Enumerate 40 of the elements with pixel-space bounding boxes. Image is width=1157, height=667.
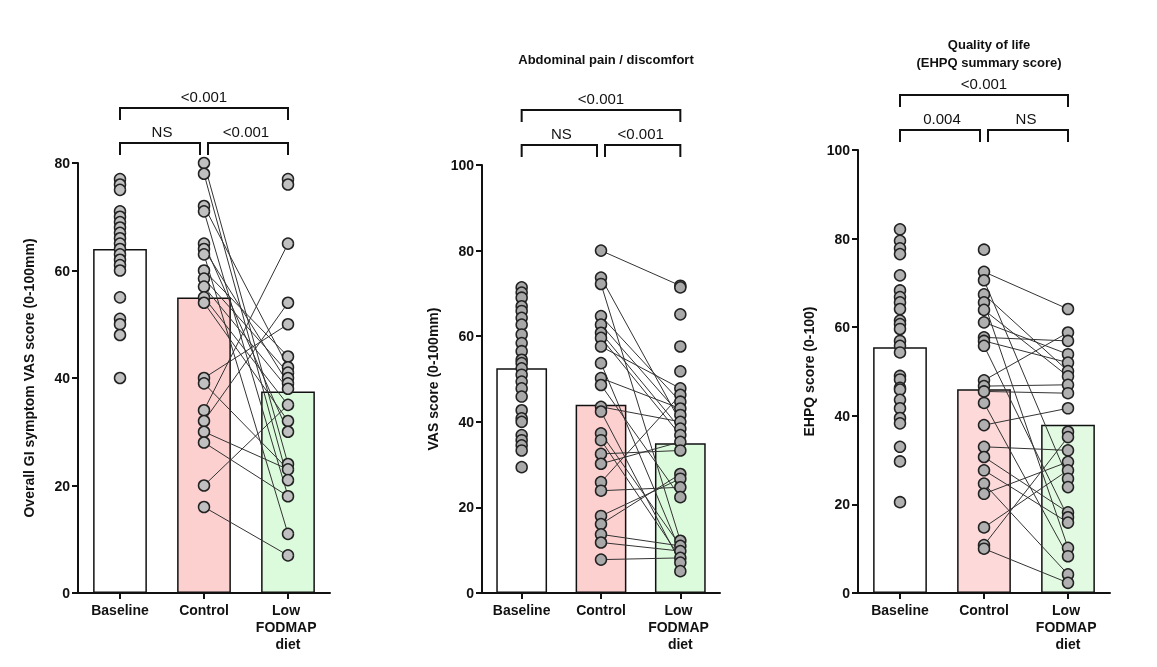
y-tick-label: 0 [466,585,475,601]
text: <0.001 [960,75,1008,92]
x-tick-label: Baseline [871,601,929,618]
y-axis-title: EHPQ score (0-100) [800,306,817,437]
y-tick-label: 20 [834,496,851,513]
chart-title: Quality of life (EHPQ summary score) [916,36,1062,70]
y-axis-title: Overall GI symptom VAS score (0-100mm) [21,238,37,518]
y-tick-label: 0 [842,585,851,601]
y-tick-label: 60 [834,319,851,336]
y-tick-label: 0 [62,585,71,601]
y-tick-label: 60 [458,328,475,345]
y-tick-label: 80 [54,155,71,171]
y-tick-label: 100 [826,142,851,158]
text: <0.001 [180,88,228,105]
text: NS [151,123,173,140]
x-tick-label: Low FODMAP diet [255,601,321,652]
y-tick-label: 40 [834,407,851,424]
text: <0.001 [617,125,664,142]
y-tick-label: 20 [54,477,71,494]
y-tick-label: 80 [458,242,475,259]
chart-title: Abdominal pain / discomfort [518,51,695,67]
text: NS [550,125,572,142]
x-tick-label: Control [179,601,229,618]
y-tick-label: 100 [450,157,475,173]
x-tick-label: Baseline [492,601,551,618]
x-tick-label: Control [959,601,1009,618]
x-tick-label: Control [576,601,626,618]
text: <0.001 [577,90,625,107]
y-tick-label: 40 [54,370,71,386]
y-tick-label: 80 [834,230,851,247]
y-tick-label: 40 [458,413,475,430]
x-tick-label: Baseline [91,601,149,618]
text: 0.004 [923,110,961,127]
x-tick-label: Low FODMAP diet [648,601,713,652]
x-tick-label: Low FODMAP diet [1035,601,1101,652]
y-axis-title: VAS score (0-100mm) [424,307,441,451]
y-tick-label: 60 [54,262,71,279]
y-tick-label: 20 [458,499,475,516]
text: <0.001 [222,123,270,140]
text: NS [1015,110,1037,127]
